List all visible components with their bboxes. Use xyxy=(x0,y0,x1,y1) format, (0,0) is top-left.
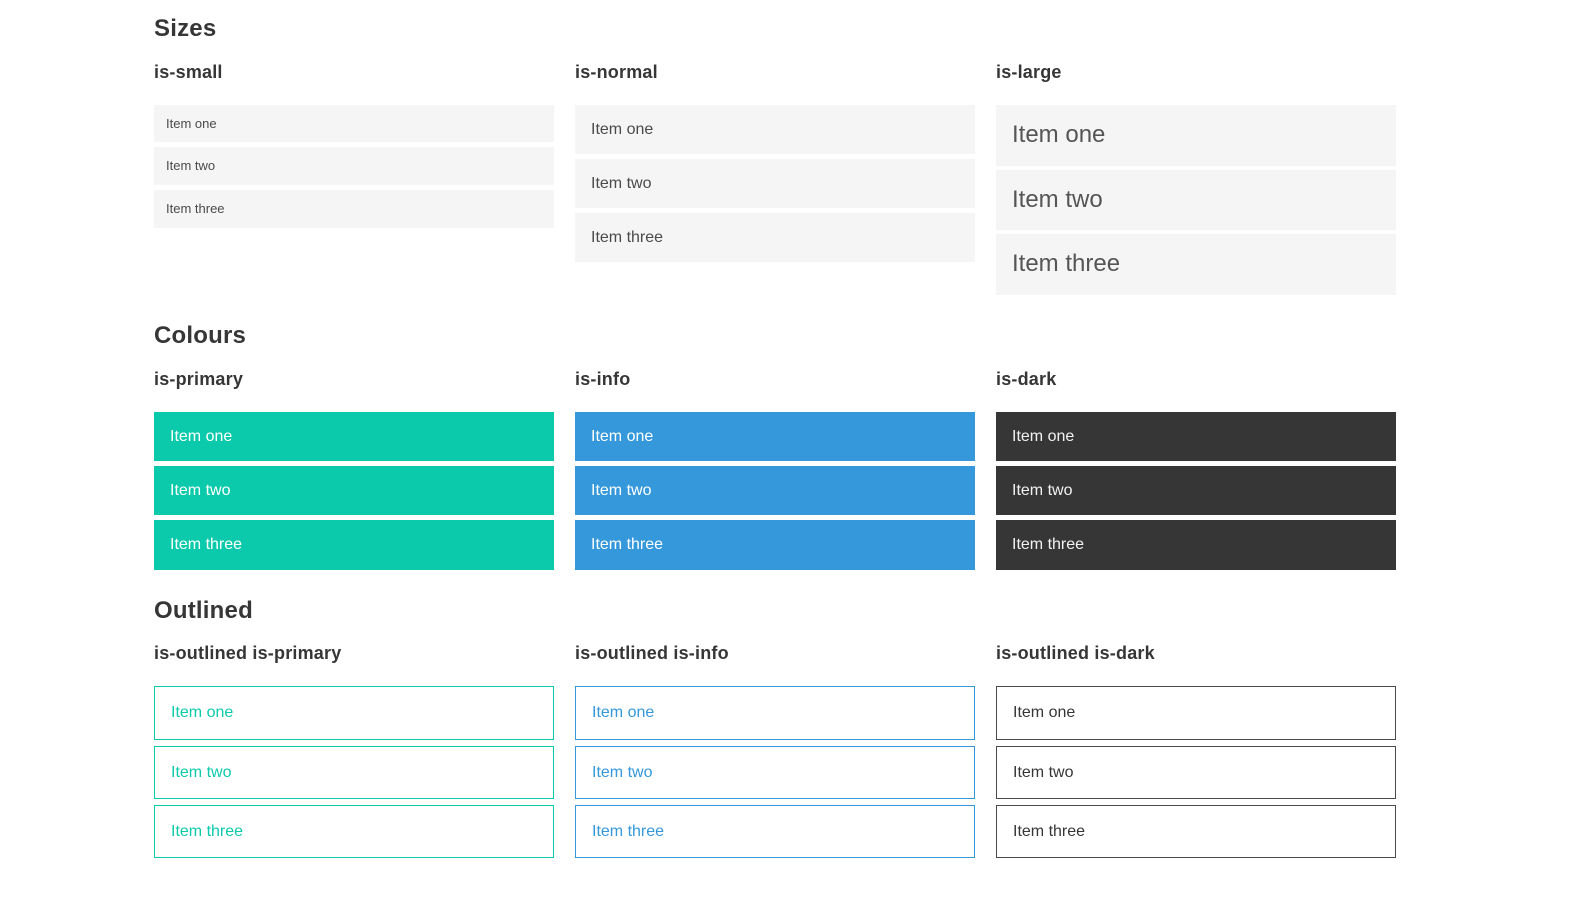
list-item[interactable]: Item one xyxy=(154,686,554,740)
item-list: Item one Item two Item three xyxy=(575,104,975,263)
list-item[interactable]: Item three xyxy=(154,520,554,570)
list-item[interactable]: Item two xyxy=(154,466,554,516)
group-label: is-outlined is-info xyxy=(575,643,729,664)
section-title: Colours xyxy=(154,322,247,350)
group-label: is-normal xyxy=(575,61,658,82)
list-item[interactable]: Item two xyxy=(154,745,554,799)
group-label: is-primary xyxy=(154,369,244,390)
list-item[interactable]: Item one xyxy=(996,104,1396,166)
list-item[interactable]: Item three xyxy=(575,520,975,570)
item-list: Item one Item two Item three xyxy=(996,104,1396,296)
group-is-outlined-is-info: is-outlined is-info Item one Item two It… xyxy=(575,643,975,859)
item-list: Item one Item two Item three xyxy=(154,412,554,570)
list-item[interactable]: Item two xyxy=(575,466,975,516)
list-item[interactable]: Item one xyxy=(575,104,975,155)
group-is-outlined-is-primary: is-outlined is-primary Item one Item two… xyxy=(154,643,554,859)
list-item[interactable]: Item one xyxy=(154,412,554,462)
sizes-groups: is-small Item one Item two Item three is… xyxy=(154,61,1396,296)
list-item[interactable]: Item three xyxy=(996,804,1396,859)
group-is-outlined-is-dark: is-outlined is-dark Item one Item two It… xyxy=(996,643,1396,859)
list-item[interactable]: Item one xyxy=(575,686,975,740)
group-label: is-outlined is-dark xyxy=(996,643,1155,664)
list-item[interactable]: Item three xyxy=(996,520,1396,570)
section-outlined: Outlined is-outlined is-primary Item one… xyxy=(154,596,1396,859)
item-list: Item one Item two Item three xyxy=(996,412,1396,570)
group-is-dark: is-dark Item one Item two Item three xyxy=(996,369,1396,570)
section-title: Outlined xyxy=(154,596,253,624)
group-label: is-info xyxy=(575,369,631,390)
item-list: Item one Item two Item three xyxy=(154,686,554,859)
list-item[interactable]: Item two xyxy=(575,159,975,209)
group-is-primary: is-primary Item one Item two Item three xyxy=(154,369,554,570)
colours-groups: is-primary Item one Item two Item three … xyxy=(154,369,1396,570)
item-list: Item one Item two Item three xyxy=(575,686,975,859)
section-colours: Colours is-primary Item one Item two Ite… xyxy=(154,322,1396,570)
group-is-large: is-large Item one Item two Item three xyxy=(996,61,1396,296)
list-item[interactable]: Item three xyxy=(575,804,975,859)
group-label: is-outlined is-primary xyxy=(154,643,342,664)
group-is-info: is-info Item one Item two Item three xyxy=(575,369,975,570)
item-list: Item one Item two Item three xyxy=(154,104,554,228)
list-item[interactable]: Item two xyxy=(996,169,1396,231)
list-item[interactable]: Item three xyxy=(154,804,554,859)
group-label: is-small xyxy=(154,61,223,82)
list-item[interactable]: Item two xyxy=(996,466,1396,516)
item-list: Item one Item two Item three xyxy=(575,412,975,570)
list-item[interactable]: Item one xyxy=(154,104,554,143)
list-item[interactable]: Item three xyxy=(575,213,975,263)
list-item[interactable]: Item three xyxy=(154,190,554,228)
list-item[interactable]: Item two xyxy=(996,745,1396,799)
section-title: Sizes xyxy=(154,15,217,42)
group-label: is-large xyxy=(996,61,1062,82)
group-label: is-dark xyxy=(996,369,1057,390)
list-item[interactable]: Item three xyxy=(996,234,1396,296)
list-item[interactable]: Item one xyxy=(996,686,1396,740)
item-list: Item one Item two Item three xyxy=(996,686,1396,859)
outlined-groups: is-outlined is-primary Item one Item two… xyxy=(154,643,1396,859)
group-is-normal: is-normal Item one Item two Item three xyxy=(575,62,975,263)
list-item[interactable]: Item two xyxy=(154,147,554,186)
group-is-small: is-small Item one Item two Item three xyxy=(154,62,554,228)
list-item[interactable]: Item one xyxy=(996,412,1396,462)
list-item[interactable]: Item two xyxy=(575,745,975,799)
list-item[interactable]: Item one xyxy=(575,412,975,462)
section-sizes: Sizes is-small Item one Item two Item th… xyxy=(154,15,1396,296)
